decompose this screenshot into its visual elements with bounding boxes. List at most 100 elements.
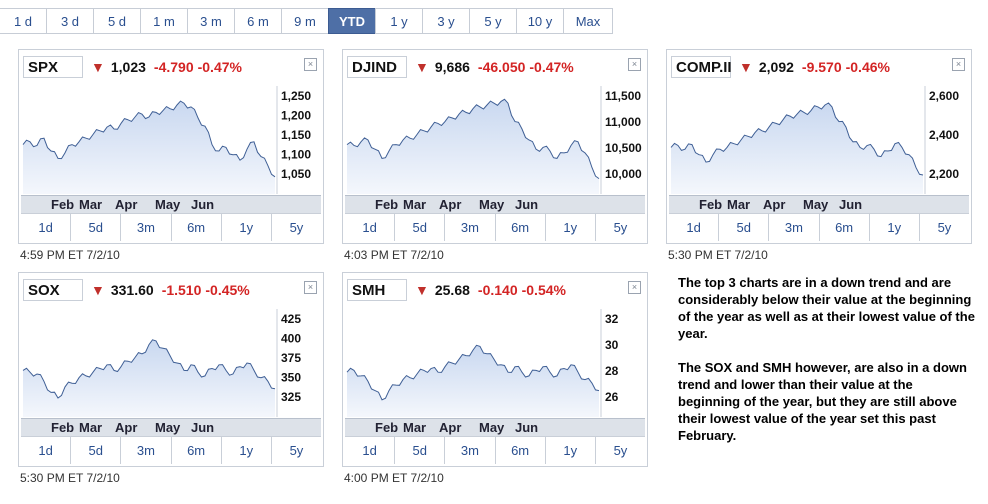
tab-5y[interactable]: 5y <box>918 213 970 241</box>
last-price: 9,686 <box>434 59 470 75</box>
y-tick-label: 425 <box>281 312 301 326</box>
tab-3m[interactable]: 3m <box>444 213 495 241</box>
ticker-field[interactable]: COMP.II <box>671 56 732 78</box>
tab-1y[interactable]: 1y <box>544 213 595 241</box>
tab-1d[interactable]: 1d <box>345 213 395 241</box>
range-ytd-button[interactable]: YTD <box>328 8 376 34</box>
range-3d-button[interactable]: 3 d <box>46 8 94 34</box>
range-10y-button[interactable]: 10 y <box>516 8 564 34</box>
tab-6m[interactable]: 6m <box>818 213 869 241</box>
tab-1y[interactable]: 1y <box>868 213 919 241</box>
month-axis: Feb Mar Apr May Jun <box>669 195 969 213</box>
y-tick-label: 2,400 <box>929 128 959 142</box>
close-icon[interactable]: × <box>628 281 641 294</box>
price-area <box>671 103 923 194</box>
month-label: Jun <box>191 420 215 435</box>
month-label: May <box>803 197 829 212</box>
y-tick-label: 1,100 <box>281 148 311 162</box>
tab-3m[interactable]: 3m <box>768 213 819 241</box>
quote-header: SOX ▼ 331.60 -1.510 -0.45% <box>23 277 250 303</box>
close-icon[interactable]: × <box>628 58 641 71</box>
y-tick-label: 375 <box>281 351 301 365</box>
close-icon[interactable]: × <box>952 58 965 71</box>
price-chart: 11,500 11,000 10,500 10,000 <box>346 86 642 194</box>
tab-1d[interactable]: 1d <box>21 213 71 241</box>
tab-6m[interactable]: 6m <box>494 436 545 464</box>
tab-6m[interactable]: 6m <box>170 213 221 241</box>
y-tick-label: 32 <box>605 312 619 326</box>
percent-change: -0.47% <box>529 59 574 75</box>
close-icon[interactable]: × <box>304 58 317 71</box>
month-label: Feb <box>375 420 399 435</box>
tab-3m[interactable]: 3m <box>444 436 495 464</box>
tab-6m[interactable]: 6m <box>170 436 221 464</box>
tab-1y[interactable]: 1y <box>220 436 271 464</box>
quote-header: SPX ▼ 1,023 -4.790 -0.47% <box>23 54 242 80</box>
last-price: 331.60 <box>110 282 154 298</box>
y-tick-label: 400 <box>281 332 301 346</box>
month-label: Apr <box>115 420 138 435</box>
y-tick-label: 1,050 <box>281 167 311 181</box>
ticker-field[interactable]: DJIND <box>347 56 407 78</box>
ticker-field[interactable]: SOX <box>23 279 83 301</box>
period-tabs: 1d 5d 3m 6m 1y 5y <box>345 436 646 464</box>
range-9m-button[interactable]: 9 m <box>281 8 329 34</box>
chart-panel-sox: SOX ▼ 331.60 -1.510 -0.45% × 425 400 375 35… <box>18 272 324 467</box>
tab-5d[interactable]: 5d <box>394 436 445 464</box>
chart-panel-spx: SPX ▼ 1,023 -4.790 -0.47% × 1,250 1,200 1,… <box>18 49 324 244</box>
ticker-field[interactable]: SMH <box>347 279 407 301</box>
month-axis: Feb Mar Apr May Jun <box>345 195 645 213</box>
month-label: Jun <box>839 197 863 212</box>
y-tick-label: 1,250 <box>281 89 311 103</box>
price-chart: 2,600 2,400 2,200 <box>670 86 959 194</box>
tab-5d[interactable]: 5d <box>70 436 121 464</box>
tab-1d[interactable]: 1d <box>669 213 719 241</box>
range-3y-button[interactable]: 3 y <box>422 8 470 34</box>
ticker-field[interactable]: SPX <box>23 56 83 78</box>
range-3m-button[interactable]: 3 m <box>187 8 235 34</box>
tab-1d[interactable]: 1d <box>345 436 395 464</box>
quote-timestamp: 5:30 PM ET 7/2/10 <box>20 471 120 485</box>
tab-5y[interactable]: 5y <box>594 436 646 464</box>
tab-5d[interactable]: 5d <box>718 213 769 241</box>
quote-timestamp: 5:30 PM ET 7/2/10 <box>668 248 768 262</box>
range-1y-button[interactable]: 1 y <box>375 8 423 34</box>
price-line <box>346 344 600 401</box>
price-chart: 32 30 28 26 <box>346 309 619 417</box>
y-tick-label: 11,500 <box>605 89 641 103</box>
close-icon[interactable]: × <box>304 281 317 294</box>
tab-5y[interactable]: 5y <box>270 213 322 241</box>
tab-3m[interactable]: 3m <box>120 213 171 241</box>
tab-5d[interactable]: 5d <box>394 213 445 241</box>
month-label: May <box>155 420 181 435</box>
month-label: Jun <box>515 420 539 435</box>
period-tabs: 1d 5d 3m 6m 1y 5y <box>345 213 646 241</box>
tab-1d[interactable]: 1d <box>21 436 71 464</box>
quote-header: DJIND ▼ 9,686 -46.050 -0.47% <box>347 54 574 80</box>
last-price: 25.68 <box>434 282 470 298</box>
y-tick-label: 28 <box>605 364 619 378</box>
tab-6m[interactable]: 6m <box>494 213 545 241</box>
y-tick-label: 2,200 <box>929 167 959 181</box>
range-1d-button[interactable]: 1 d <box>0 8 47 34</box>
month-label: Jun <box>515 197 539 212</box>
range-5d-button[interactable]: 5 d <box>93 8 141 34</box>
price-line <box>346 98 600 180</box>
range-selector: 1 d 3 d 5 d 1 m 3 m 6 m 9 m YTD 1 y 3 y … <box>0 8 613 34</box>
range-1m-button[interactable]: 1 m <box>140 8 188 34</box>
range-6m-button[interactable]: 6 m <box>234 8 282 34</box>
range-5y-button[interactable]: 5 y <box>469 8 517 34</box>
tab-5y[interactable]: 5y <box>270 436 322 464</box>
range-max-button[interactable]: Max <box>563 8 613 34</box>
tab-1y[interactable]: 1y <box>544 436 595 464</box>
price-line <box>22 339 276 399</box>
price-change: -46.050 <box>477 59 526 75</box>
tab-5y[interactable]: 5y <box>594 213 646 241</box>
down-arrow-icon: ▼ <box>739 59 753 75</box>
tab-1y[interactable]: 1y <box>220 213 271 241</box>
price-change: -0.140 <box>477 282 518 298</box>
price-line <box>670 102 924 176</box>
tab-3m[interactable]: 3m <box>120 436 171 464</box>
down-arrow-icon: ▼ <box>415 59 429 75</box>
tab-5d[interactable]: 5d <box>70 213 121 241</box>
